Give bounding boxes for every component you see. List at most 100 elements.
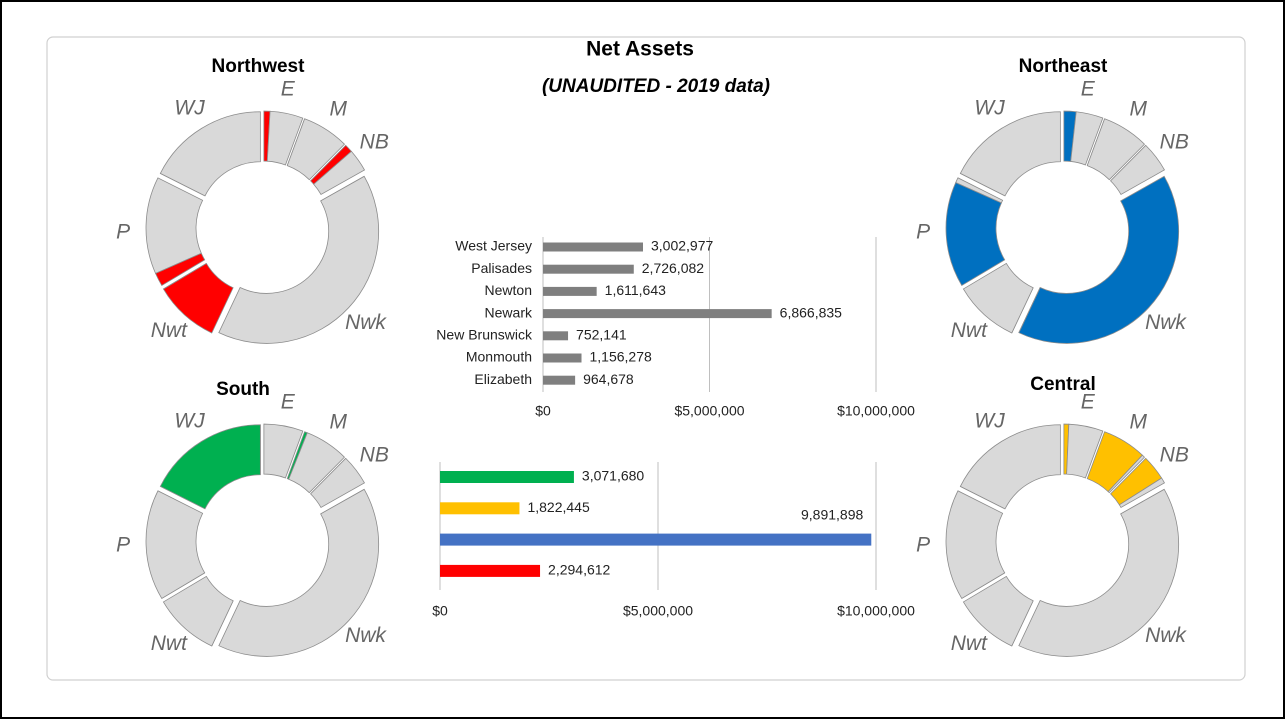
donut-slice: [159, 424, 261, 510]
bar: [543, 375, 576, 385]
donut-slice: [1018, 488, 1180, 657]
bar: [440, 502, 520, 515]
donut-title: Central: [1030, 374, 1095, 395]
donut-title: South: [216, 379, 270, 400]
donut-slice: [959, 424, 1061, 510]
slice-label: NB: [360, 131, 389, 154]
donut-slice: [1070, 111, 1104, 166]
value-label: 3,071,680: [582, 468, 644, 484]
donut-title: Northwest: [212, 56, 306, 77]
donut-slice: [145, 490, 206, 599]
bar: [440, 564, 541, 577]
slice-label: WJ: [974, 409, 1005, 432]
category-label: Newark: [485, 304, 533, 320]
category-label: New Brunswick: [436, 327, 533, 343]
bar: [543, 264, 634, 274]
bar: [440, 471, 574, 483]
slice-label: Nwt: [151, 319, 188, 342]
donut-slice: [218, 488, 380, 657]
value-label: 2,294,612: [548, 562, 610, 578]
donut-slice: [159, 111, 261, 197]
donut-slice: [1018, 175, 1180, 344]
donut-slice: [1066, 423, 1104, 479]
value-label: 9,891,898: [801, 506, 863, 522]
donut-slice: [310, 457, 366, 509]
donut-slice: [266, 110, 304, 166]
donut-slice: [263, 423, 304, 479]
donut-slice: [1018, 287, 1041, 333]
slice-label: NB: [1160, 444, 1189, 467]
bar: [543, 242, 643, 252]
slice-label: Nwt: [951, 319, 988, 342]
slice-label: M: [330, 410, 348, 433]
x-tick-label: $5,000,000: [623, 603, 693, 619]
donut-slice: [955, 177, 1004, 204]
donut-slice: [286, 118, 346, 181]
value-label: 1,822,445: [527, 499, 589, 515]
slice-label: E: [1081, 391, 1096, 414]
bar: [543, 353, 582, 363]
donut-slice: [218, 175, 380, 344]
bar: [543, 286, 597, 296]
donut-slice: [1107, 454, 1146, 494]
slice-label: E: [281, 78, 296, 101]
category-label: Palisades: [471, 260, 532, 276]
subtitle: (UNAUDITED - 2019 data): [542, 76, 770, 97]
bar: [440, 533, 872, 546]
donut-slice: [313, 150, 366, 196]
donut-slice: [962, 575, 1034, 647]
value-label: 2,726,082: [642, 260, 704, 276]
donut-slice: [959, 111, 1061, 197]
category-label: Elizabeth: [474, 371, 532, 387]
category-label: West Jersey: [455, 238, 532, 254]
slice-label: Nwk: [1145, 624, 1187, 647]
slice-label: E: [281, 391, 296, 414]
slice-label: Nwk: [1145, 311, 1187, 334]
x-tick-label: $10,000,000: [837, 603, 915, 619]
donut-slice: [1086, 118, 1146, 181]
value-label: 6,866,835: [780, 304, 842, 320]
slice-label: M: [1130, 410, 1148, 433]
slice-label: WJ: [174, 96, 205, 119]
value-label: 3,002,977: [651, 238, 713, 254]
slice-label: NB: [360, 444, 389, 467]
donut-slice: [1118, 477, 1166, 509]
bar: [543, 309, 772, 319]
donut-slice: [1110, 144, 1166, 196]
value-label: 752,141: [576, 327, 627, 343]
x-tick-label: $0: [432, 603, 448, 619]
value-label: 964,678: [583, 371, 634, 387]
x-tick-label: $10,000,000: [837, 403, 915, 419]
slice-label: Nwt: [151, 632, 188, 655]
slice-label: E: [1081, 78, 1096, 101]
x-tick-label: $0: [535, 403, 551, 419]
x-tick-label: $5,000,000: [674, 403, 744, 419]
title: Net Assets: [586, 38, 694, 61]
slice-label: Nwt: [951, 632, 988, 655]
category-label: Newton: [485, 282, 532, 298]
value-label: 1,611,643: [605, 282, 666, 298]
slice-label: NB: [1160, 131, 1189, 154]
category-label: Monmouth: [466, 349, 532, 365]
donut-slice: [945, 490, 1006, 599]
value-label: 1,156,278: [590, 349, 652, 365]
slice-label: Nwk: [345, 624, 387, 647]
slice-label: Nwk: [345, 311, 387, 334]
bar: [543, 331, 569, 341]
slice-label: M: [330, 98, 348, 121]
slice-label: WJ: [174, 409, 205, 432]
donut-slice: [288, 432, 346, 494]
donut-title: Northeast: [1019, 56, 1108, 77]
donut-slice: [962, 262, 1034, 334]
slice-label: WJ: [974, 96, 1005, 119]
donut-slice: [163, 263, 207, 290]
donut-slice: [162, 575, 234, 647]
slice-label: M: [1130, 97, 1148, 120]
donut-slice: [145, 177, 204, 274]
slice-label: P: [116, 533, 130, 556]
slice-label: P: [916, 533, 930, 556]
slice-label: P: [916, 220, 930, 243]
slice-label: P: [116, 221, 130, 244]
